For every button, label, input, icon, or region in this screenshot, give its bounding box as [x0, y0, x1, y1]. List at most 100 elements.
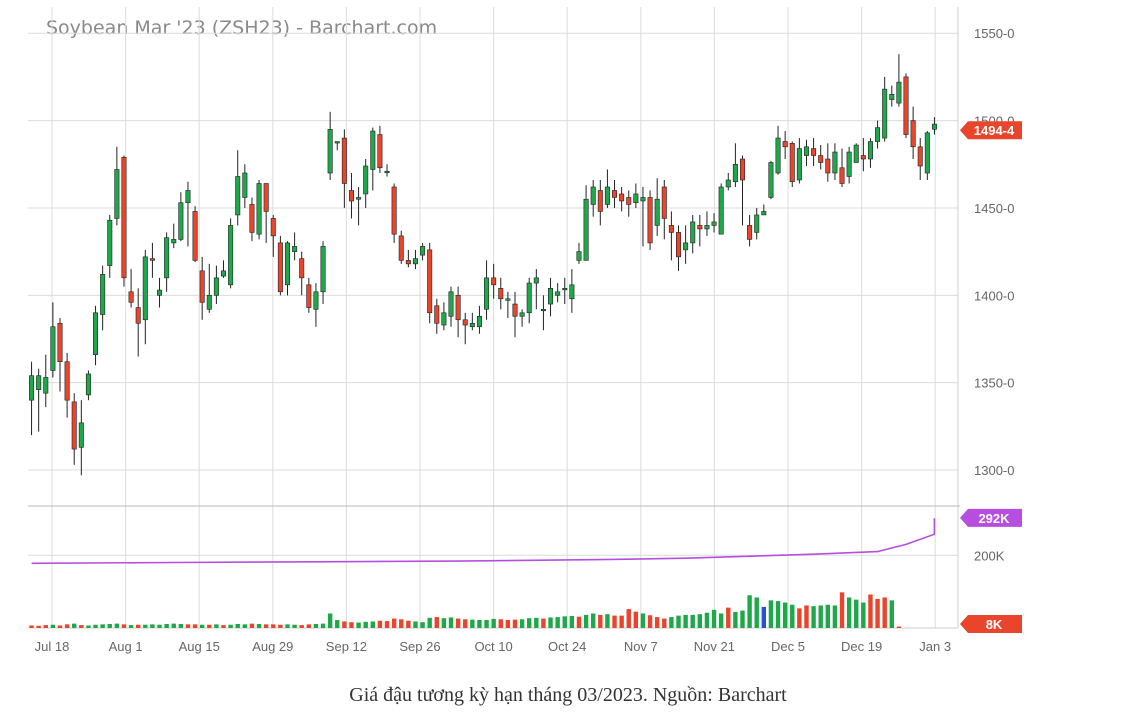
candle-body [405, 260, 411, 265]
volume-bar [114, 623, 120, 628]
candle-body [213, 277, 219, 296]
volume-bar [121, 624, 127, 628]
volume-bar [761, 606, 767, 628]
price-tick-label: 1400-0 [974, 288, 1014, 303]
volume-bar [107, 624, 112, 628]
candle-body [391, 186, 397, 235]
last-price-badge-shape [960, 121, 1022, 140]
volume-bar [590, 613, 596, 628]
price-candles [29, 54, 937, 476]
candle-body [157, 289, 163, 296]
candle-body [853, 144, 859, 163]
volume-bar [185, 624, 191, 628]
candle-body [149, 258, 155, 261]
candle-body [50, 326, 56, 371]
candle-body [370, 130, 376, 170]
volume-bar [811, 606, 816, 628]
volume-bar [477, 620, 482, 628]
candle-body [292, 246, 298, 252]
volume-bar [391, 618, 397, 628]
volume-bar [633, 611, 639, 628]
time-tick-label: Nov 21 [694, 639, 735, 654]
candle-body [93, 312, 99, 356]
candle-body [697, 225, 703, 230]
candle-body [320, 246, 326, 293]
candle-body [498, 288, 504, 300]
last-price-badge-text: 1494-4 [974, 123, 1015, 138]
volume-bar [50, 624, 56, 628]
candle-body [718, 186, 724, 235]
time-tick-label: Sep 12 [326, 639, 367, 654]
volume-bar [242, 624, 248, 628]
candle-body [846, 151, 852, 177]
candle-body [811, 148, 817, 156]
candle-body [348, 190, 354, 202]
candle-body [619, 193, 625, 202]
open-interest-badge-text: 292K [978, 511, 1010, 526]
candle-body [384, 170, 390, 174]
candle-body [121, 156, 127, 279]
volume-bar [583, 614, 589, 628]
candle-body [903, 76, 909, 135]
volume-bar [463, 619, 468, 628]
volume-bar [335, 620, 340, 628]
candle-body [789, 142, 795, 183]
candle-body [85, 373, 91, 396]
candle-body [78, 422, 84, 448]
candle-body [612, 190, 618, 198]
volume-bar [256, 624, 262, 628]
candle-body [107, 219, 113, 266]
last-volume-badge-text: 8K [986, 617, 1003, 632]
volume-bar [690, 614, 695, 628]
volume-bar [64, 624, 70, 628]
volume-bar [647, 615, 653, 628]
candle-body [434, 305, 440, 324]
candle-body [754, 214, 760, 233]
candle-body [484, 277, 490, 310]
volume-bar [882, 597, 887, 628]
candle-body [71, 401, 77, 450]
candle-body [277, 242, 283, 293]
last-volume-badge-shape [960, 615, 1022, 633]
candle-body [441, 312, 447, 326]
candle-body [732, 163, 738, 183]
volume-bar [889, 600, 894, 628]
candle-body [825, 158, 831, 174]
candle-body [832, 151, 838, 174]
volume-bar [150, 624, 155, 628]
last-volume-badge: 8K [960, 615, 1022, 633]
time-tick-label: Nov 7 [624, 639, 658, 654]
candle-body [782, 141, 788, 148]
price-tick-label: 1300-0 [974, 463, 1014, 478]
volume-bar [669, 617, 674, 628]
volume-bar [598, 614, 603, 628]
candle-body [590, 186, 596, 205]
volume-bar [605, 614, 610, 628]
volume-bars [29, 592, 902, 628]
last-price-badge: 1494-4 [960, 121, 1022, 140]
volume-bar [662, 618, 667, 628]
candle-body [341, 137, 347, 184]
candle-body [867, 141, 873, 160]
time-tick-label: Sep 26 [399, 639, 440, 654]
volume-bar [342, 621, 347, 628]
volume-bar [740, 610, 745, 628]
candle-body [690, 221, 696, 244]
volume-bar [228, 624, 233, 628]
volume-bar [562, 616, 567, 628]
candle-body [562, 288, 568, 291]
grid-lines [28, 7, 960, 629]
volume-bar [790, 604, 795, 628]
volume-bar [57, 625, 63, 628]
volume-bar [249, 623, 255, 628]
volume-bar [207, 624, 212, 628]
volume-bar [832, 605, 838, 628]
candlestick-chart: 1300-01350-01400-01450-01500-01550-0200K… [28, 7, 1022, 654]
time-tick-label: Aug 15 [179, 639, 220, 654]
time-tick-label: Oct 24 [548, 639, 586, 654]
candle-body [57, 322, 63, 363]
volume-bar [505, 620, 511, 628]
candle-body [533, 277, 539, 284]
volume-bar [854, 599, 859, 628]
volume-bar [370, 621, 376, 628]
